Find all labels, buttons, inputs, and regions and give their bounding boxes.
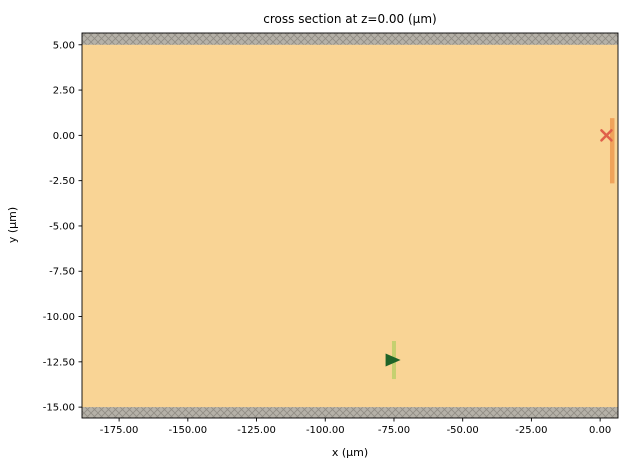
y-tick-label: -5.00 (49, 221, 75, 232)
x-tick-label: -125.00 (237, 425, 276, 436)
substrate-band (82, 407, 618, 418)
x-tick-label: -75.00 (378, 425, 410, 436)
plot-background (82, 33, 618, 418)
y-tick-label: -7.50 (49, 267, 75, 278)
y-axis-label: y (μm) (6, 207, 19, 243)
substrate-layer (82, 33, 618, 418)
x-tick-label: -175.00 (100, 425, 139, 436)
x-tick-label: -150.00 (169, 425, 208, 436)
chart-title: cross section at z=0.00 (μm) (263, 12, 436, 26)
markers-layer (385, 118, 615, 380)
x-tick-label: -50.00 (447, 425, 479, 436)
y-tick-label: 0.00 (53, 131, 75, 142)
y-tick-label: 2.50 (53, 86, 75, 97)
axes-layer: -175.00 -150.00 -125.00 -100.00 -75.00 -50.00… (43, 32, 619, 436)
plot-spine (81, 32, 619, 419)
y-tick-label: -10.00 (43, 312, 75, 323)
x-tick-label: 0.00 (589, 425, 611, 436)
x-axis-label: x (μm) (332, 446, 368, 459)
y-tick-label: -2.50 (49, 176, 75, 187)
x-tick-label: -100.00 (306, 425, 345, 436)
x-tick-label: -25.00 (515, 425, 547, 436)
field-monitor-x-icon (600, 129, 613, 142)
y-tick-label: -12.50 (43, 357, 75, 368)
source-arrow-icon (385, 353, 401, 367)
y-tick-label: 5.00 (53, 40, 75, 51)
y-tick-label: -15.00 (43, 403, 75, 414)
substrate-band (82, 33, 618, 45)
